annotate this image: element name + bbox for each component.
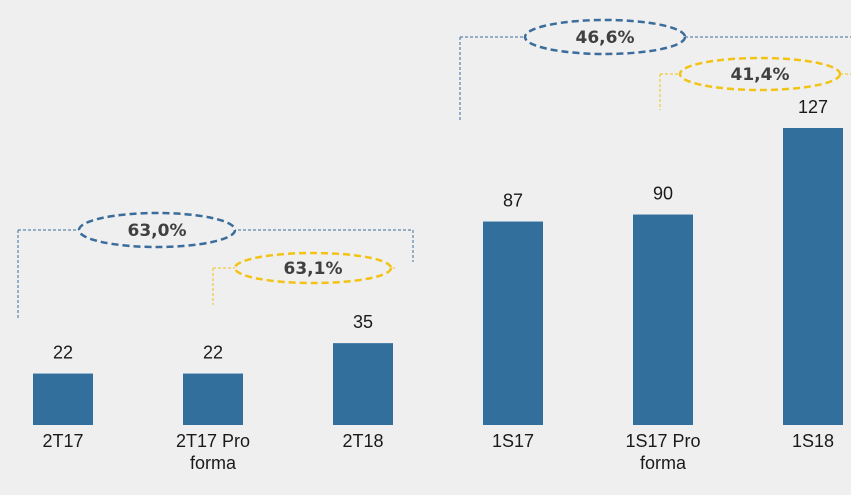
annotation: 63,1% <box>284 259 343 279</box>
bar <box>183 373 243 425</box>
value-label: 35 <box>353 312 373 332</box>
annotation: 63,0% <box>128 221 187 241</box>
annotation: 41,4% <box>731 65 790 85</box>
x-tick-label: 1S17 <box>491 431 535 451</box>
bar <box>33 373 93 425</box>
annotation-ellipse <box>678 56 842 92</box>
value-label: 22 <box>53 342 73 362</box>
bar <box>633 214 693 425</box>
value-label: 87 <box>503 190 523 210</box>
value-label: 90 <box>653 183 673 203</box>
bar <box>783 128 843 425</box>
bar <box>483 221 543 425</box>
x-tick-label: 2T18 <box>342 431 384 451</box>
bar <box>333 343 393 425</box>
x-tick-label: 1S18 <box>791 431 835 451</box>
annotation: 46,6% <box>576 28 635 48</box>
annotation-ellipse <box>523 18 687 56</box>
x-tick-label: 1S17 Pro forma <box>625 431 701 473</box>
value-label: 127 <box>798 97 828 117</box>
annotation-ellipse <box>77 211 237 249</box>
x-tick-label: 2T17 <box>42 431 84 451</box>
x-tick-label: 2T17 Pro forma <box>175 431 251 473</box>
value-label: 22 <box>203 342 223 362</box>
annotation-ellipse <box>233 251 393 285</box>
